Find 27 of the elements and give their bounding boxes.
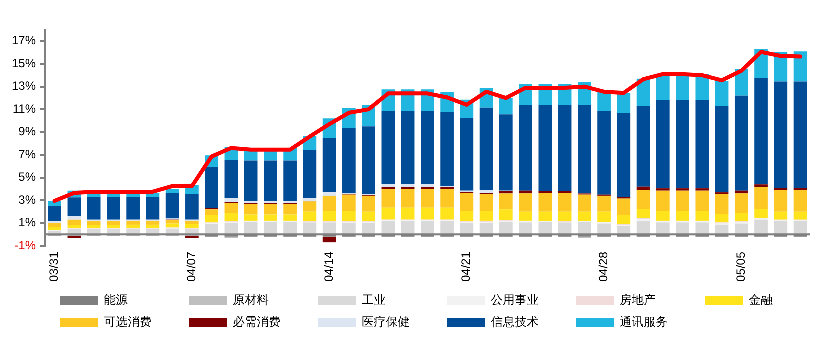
x-tick-label: 04/14 [322,252,336,282]
x-tick-label: 04/21 [459,252,474,282]
x-tick-label: 05/05 [734,252,748,282]
y-tick-label: 13% [12,79,36,94]
y-tick-label: -1% [14,238,36,252]
legend-label: 公用事业 [491,292,539,308]
legend-label: 可选消费 [104,314,152,330]
y-tick-label: 5% [18,170,36,184]
legend-label: 能源 [104,292,128,308]
legend-label: 工业 [362,292,386,308]
legend-label: 通讯服务 [620,314,668,330]
legend-label: 医疗保健 [362,314,410,330]
x-tick-label: 04/28 [596,252,611,282]
legend-label: 原材料 [233,292,269,308]
y-tick-label: 17% [12,34,36,48]
x-tick-label: 03/31 [47,252,62,282]
y-tick-label: 9% [18,124,36,139]
legend-label: 必需消费 [233,314,281,330]
legend-label: 信息技术 [491,314,539,330]
legend-label: 房地产 [620,292,656,308]
y-tick-label: 7% [18,147,36,162]
y-tick-label: 3% [18,192,36,207]
y-tick-label: 1% [18,216,36,230]
y-tick-label: 15% [12,56,36,70]
y-tick-label: 11% [12,102,36,116]
x-tick-label: 04/07 [184,252,199,282]
legend-label: 金融 [749,292,773,308]
